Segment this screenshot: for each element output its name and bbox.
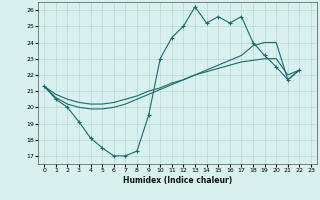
X-axis label: Humidex (Indice chaleur): Humidex (Indice chaleur) bbox=[123, 176, 232, 185]
